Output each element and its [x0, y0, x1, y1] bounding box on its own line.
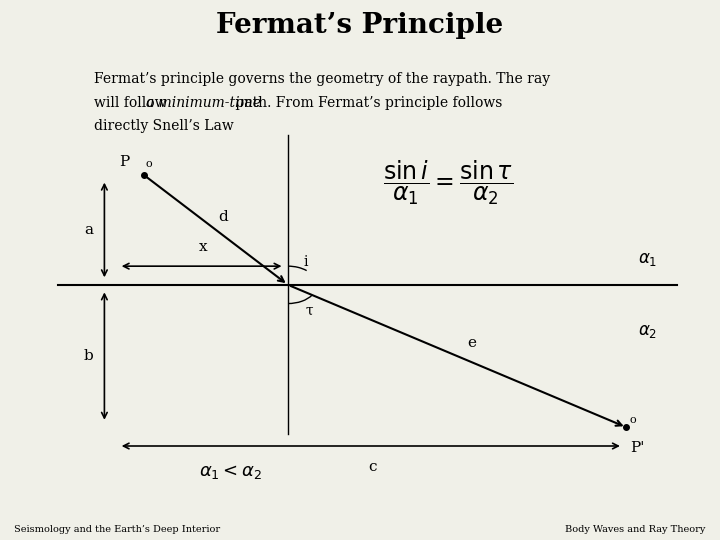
Text: b: b: [84, 349, 94, 363]
Text: P': P': [630, 441, 644, 455]
Text: d: d: [218, 210, 228, 224]
Text: Body Waves and Ray Theory: Body Waves and Ray Theory: [565, 525, 706, 534]
Text: Fermat’s Principle: Fermat’s Principle: [217, 12, 503, 39]
Text: Seismology and the Earth’s Deep Interior: Seismology and the Earth’s Deep Interior: [14, 525, 220, 534]
Text: P: P: [120, 156, 130, 170]
Text: a minimum-time: a minimum-time: [146, 96, 261, 110]
Text: e: e: [467, 336, 476, 350]
Text: o: o: [145, 159, 152, 170]
Text: will follow: will follow: [94, 96, 171, 110]
Text: c: c: [369, 460, 377, 474]
Text: $\alpha_1$: $\alpha_1$: [639, 251, 657, 268]
Text: a: a: [84, 223, 93, 237]
Text: Fermat’s principle governs the geometry of the raypath. The ray: Fermat’s principle governs the geometry …: [94, 72, 550, 86]
Text: o: o: [630, 415, 636, 425]
Text: i: i: [304, 255, 308, 269]
Text: directly Snell’s Law: directly Snell’s Law: [94, 119, 233, 133]
Text: $\alpha_1 < \alpha_2$: $\alpha_1 < \alpha_2$: [199, 463, 262, 481]
Text: path. From Fermat’s principle follows: path. From Fermat’s principle follows: [231, 96, 503, 110]
Text: $\alpha_2$: $\alpha_2$: [639, 323, 657, 340]
Text: x: x: [199, 240, 207, 254]
Text: $\dfrac{\sin i}{\alpha_1} = \dfrac{\sin \tau}{\alpha_2}$: $\dfrac{\sin i}{\alpha_1} = \dfrac{\sin …: [383, 158, 513, 207]
Text: τ: τ: [306, 303, 313, 318]
